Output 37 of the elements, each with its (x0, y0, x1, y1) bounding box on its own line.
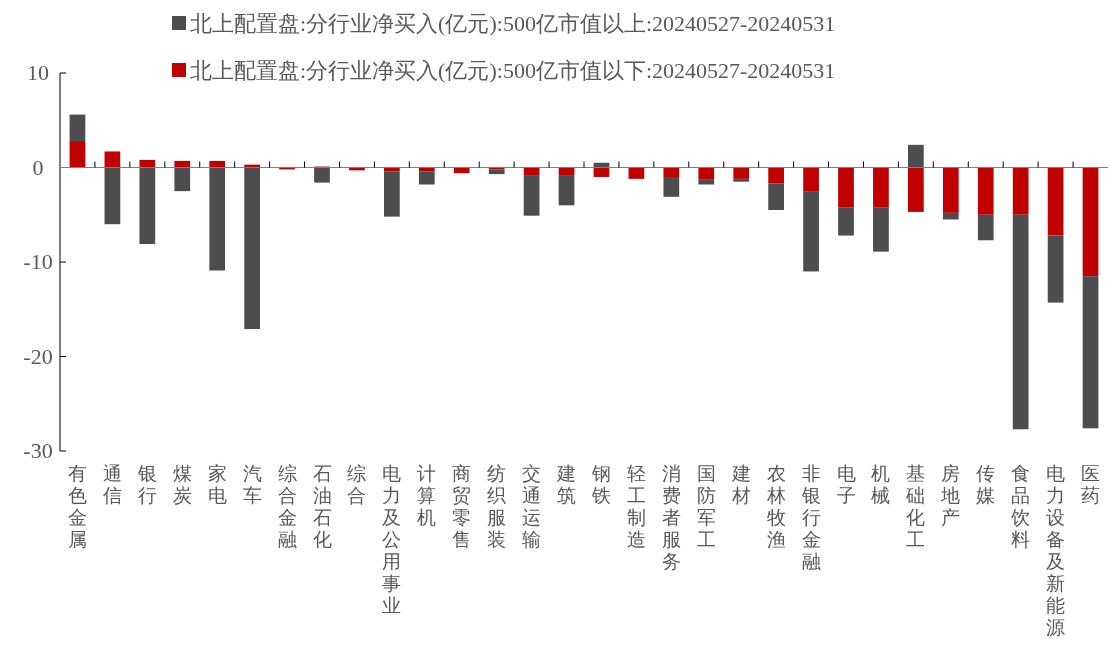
x-tick-label: 传媒 (976, 463, 996, 506)
x-tick-label: 综合 (347, 463, 367, 506)
x-tick-label: 商贸零售 (452, 463, 472, 550)
x-tick-label: 基础化工 (905, 463, 926, 550)
y-tick-label: -20 (23, 343, 53, 369)
x-tick-label: 建筑 (556, 463, 577, 506)
x-tick-label: 家电 (207, 463, 227, 506)
x-tick-label: 有色金属 (67, 463, 87, 550)
y-tick-label: 0 (32, 154, 44, 180)
x-tick-label: 房地产 (940, 463, 961, 528)
x-tick-label: 建材 (730, 463, 751, 506)
x-tick-label: 汽车 (242, 463, 262, 506)
x-tick-label: 电力及公用事业 (382, 463, 402, 616)
y-tick-label: 10 (27, 60, 49, 85)
legend-label: 北上配置盘:分行业净买入(亿元):500亿市值以下:20240527-20240531 (190, 58, 836, 83)
y-tick-label: -30 (23, 438, 53, 463)
x-tick-label: 电力设备及新能源 (1046, 463, 1066, 638)
x-tick-label: 农林牧渔 (765, 463, 786, 550)
x-tick-label: 交通运输 (522, 463, 542, 550)
legend-label: 北上配置盘:分行业净买入(亿元):500亿市值以上:20240527-20240531 (190, 11, 836, 36)
x-tick-label: 消费者服务 (661, 463, 681, 572)
x-tick-label: 医药 (1081, 463, 1101, 506)
x-tick-label: 国防军工 (696, 463, 716, 550)
x-tick-label: 机械 (871, 463, 891, 506)
x-tick-label: 钢铁 (590, 463, 611, 506)
x-tick-label: 银行 (136, 463, 157, 506)
x-tick-label: 综合金融 (277, 463, 297, 550)
x-tick-label: 电子 (836, 463, 856, 506)
x-tick-label: 轻工制造 (626, 463, 646, 550)
x-tick-label: 计算机 (417, 463, 437, 528)
x-tick-label: 非银行金融 (800, 463, 821, 572)
x-tick-label: 食品饮料 (1010, 463, 1031, 550)
x-tick-label: 石油石化 (312, 463, 332, 550)
x-tick-label: 通信 (102, 463, 122, 506)
x-tick-label: 煤炭 (172, 463, 192, 506)
x-tick-label: 纺织服装 (487, 463, 507, 550)
y-tick-label: -10 (23, 249, 53, 274)
